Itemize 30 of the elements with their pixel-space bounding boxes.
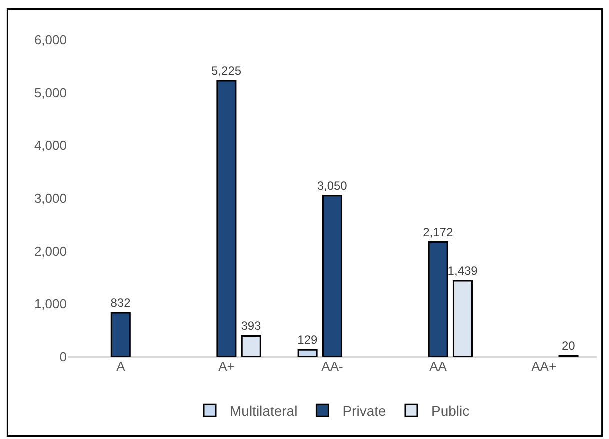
data-label: 129	[298, 333, 318, 348]
y-tick-label: 6,000	[34, 32, 67, 48]
data-label: 2,172	[423, 225, 454, 240]
data-label: 20	[562, 338, 576, 353]
bar	[428, 242, 448, 357]
x-tick-label: AA-	[322, 359, 344, 374]
bar	[216, 80, 237, 357]
y-tick-label: 0	[60, 350, 67, 365]
data-label: 393	[241, 319, 262, 334]
bar	[298, 349, 318, 357]
data-label: 3,050	[317, 178, 348, 193]
data-label: 832	[110, 296, 132, 310]
legend-label: Multilateral	[230, 403, 298, 420]
bar	[322, 195, 343, 357]
bar	[110, 312, 131, 357]
y-tick-label: 5,000	[34, 85, 67, 100]
legend-label: Public	[431, 403, 470, 420]
bar	[452, 280, 473, 357]
x-tick-label: A+	[218, 359, 235, 374]
y-tick-label: 4,000	[34, 138, 67, 154]
x-tick-label: AA	[430, 359, 448, 374]
y-tick-label: 1,000	[34, 296, 67, 312]
y-tick-label: 2,000	[34, 244, 67, 259]
x-tick-label: A	[116, 359, 126, 374]
data-label: 1,439	[448, 264, 478, 278]
data-label: 5,225	[212, 64, 242, 78]
legend-label: Private	[342, 403, 386, 420]
bar	[241, 335, 262, 357]
x-tick-label: AA+	[532, 359, 557, 374]
y-tick-label: 3,000	[34, 191, 67, 206]
